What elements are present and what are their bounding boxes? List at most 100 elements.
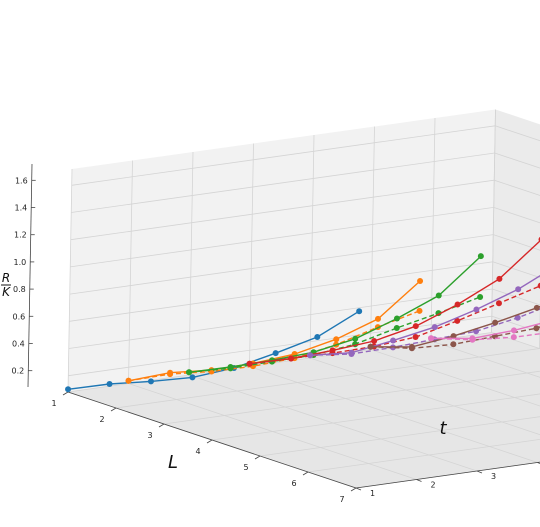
x-tick-mark (62, 391, 69, 396)
series-t6-solid-point (492, 319, 499, 326)
x-tick-mark (254, 455, 261, 460)
side-pane (491, 109, 540, 349)
floor-pane (68, 332, 540, 488)
series-t4-solid-point (412, 323, 419, 330)
y-tick-mark (476, 470, 483, 474)
series-t6-solid-point (533, 304, 540, 311)
series-t5-solid-point (348, 349, 355, 356)
series-t6-dashed-point (450, 341, 457, 348)
z-axis-label-denominator: K (2, 285, 11, 299)
y-axis-label: t (439, 418, 447, 439)
z-tick-label: 1.4 (14, 204, 27, 213)
series-t2-solid-point (333, 336, 340, 343)
x-tick-mark (302, 471, 309, 476)
gridline-x (259, 416, 540, 457)
gridline-z (68, 288, 540, 349)
x-tick-label: 2 (99, 415, 104, 424)
series-t4-dashed-point (454, 317, 461, 324)
back-pane (68, 109, 496, 392)
series-t3-solid-line (188, 255, 482, 373)
z-tick-label: 0.6 (13, 312, 26, 321)
z-axis-label-numerator: R (2, 271, 10, 285)
series-t5-solid-point (473, 306, 480, 313)
series-t1-solid-point (272, 350, 279, 357)
series-t4-solid-line (249, 239, 540, 365)
gridline-z (69, 234, 540, 295)
axis-panes (68, 109, 540, 488)
gridline-y (491, 109, 540, 350)
gridline-z (70, 206, 540, 268)
series-t2-dashed-point (416, 307, 423, 314)
z-tick-label: 0.2 (12, 367, 25, 376)
series-t1-solid-point (65, 386, 72, 393)
gridline-z (69, 261, 540, 322)
series-t2-solid-point (125, 377, 132, 384)
z-tick-label: 1.6 (15, 176, 28, 185)
series-t1-solid-point (314, 333, 321, 340)
z-tick-label: 1.0 (14, 258, 27, 267)
x-tick-mark (158, 423, 165, 428)
x-tick-mark (206, 439, 213, 444)
z-axis-line (27, 163, 33, 388)
series-t6-solid-point (408, 343, 415, 350)
x-tick-label: 6 (291, 479, 296, 488)
series-t4-dashed-point (537, 282, 540, 289)
series-t4-solid-point (246, 360, 253, 367)
gridline-z (71, 125, 540, 186)
series-t4-solid-point (454, 301, 461, 308)
gridline-z (70, 179, 540, 241)
series-t3-solid-point (186, 369, 193, 376)
y-tick-label: 2 (431, 481, 436, 490)
z-tick-label: 0.4 (12, 339, 25, 348)
series-t1-solid-point (189, 374, 196, 381)
series-t1-solid-point (147, 378, 154, 385)
series-t4-solid-point (496, 275, 503, 282)
series-t5-solid-line (309, 274, 540, 356)
y-tick-mark (355, 487, 362, 491)
series-t3-dashed-point (393, 324, 400, 331)
series-t5-solid-point (431, 324, 438, 331)
series-t5 (307, 274, 540, 359)
z-tick-label: 0.8 (13, 285, 26, 294)
series-t1-solid-point (356, 308, 363, 315)
series-t3-solid-point (227, 363, 234, 370)
z-tick-label: 1.2 (14, 231, 27, 240)
series-t5-solid-point (390, 337, 397, 344)
series-t5-dashed-point (514, 314, 521, 321)
y-tick-mark (537, 462, 540, 464)
x-tick-mark (110, 407, 117, 412)
series-t7 (428, 322, 540, 343)
series-t7-dashed-point (510, 334, 517, 341)
series-t4-dashed-point (495, 300, 502, 307)
x-tick-label: 4 (195, 447, 200, 456)
y-tick-mark (416, 479, 422, 482)
series-t7-dashed-line (430, 333, 540, 341)
series-t3-solid-point (477, 253, 484, 260)
series-t7-solid-line (430, 322, 540, 340)
series-t4-solid-point (371, 338, 378, 345)
series-t7-solid-point (469, 335, 476, 342)
gridline-x (163, 370, 540, 425)
series-t2-solid-point (374, 315, 381, 322)
gridline-x (211, 393, 540, 441)
series-t3-solid-point (393, 315, 400, 322)
series-t7-solid-point (510, 327, 517, 334)
y-tick-label: 1 (370, 489, 375, 498)
x-tick-label: 3 (147, 431, 152, 440)
y-tick-label: 3 (491, 472, 496, 481)
series-t3-dashed-point (477, 293, 484, 300)
x-tick-label: 7 (339, 495, 344, 504)
y-axis-line (355, 461, 540, 489)
series-t6-solid-point (450, 333, 457, 340)
series-t6-solid-point (367, 343, 374, 350)
series-t4-solid-point (288, 355, 295, 362)
series-t4-dashed-point (412, 334, 419, 341)
series-t1-solid-point (106, 380, 113, 387)
data-series (65, 236, 540, 393)
tick-labels: 1234567123456780.20.40.60.81.01.21.41.6 (12, 176, 540, 504)
gridline-z (71, 152, 540, 213)
series-t4 (246, 236, 540, 367)
gridline-x (307, 439, 540, 473)
series-t3-solid-point (435, 292, 442, 299)
